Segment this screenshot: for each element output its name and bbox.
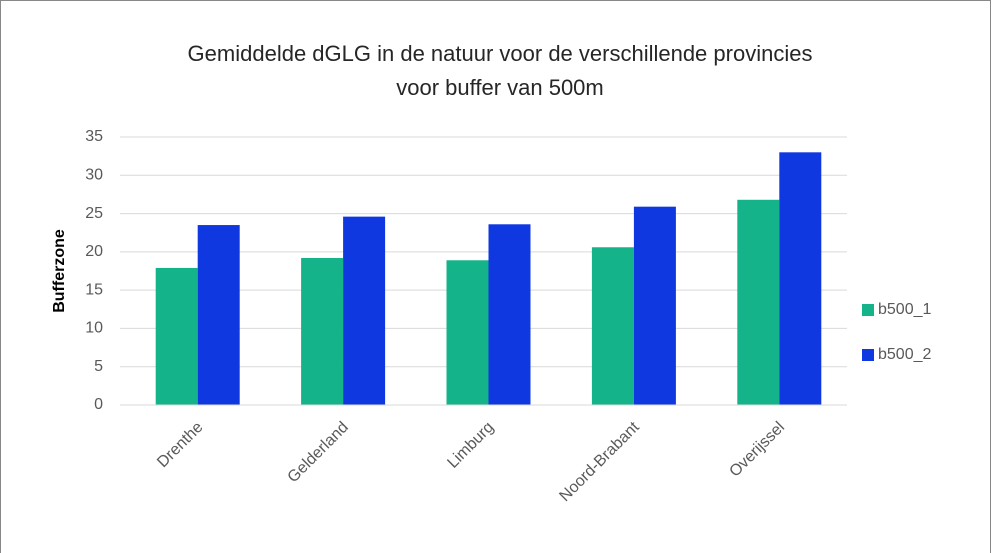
chart-title: Gemiddelde dGLG in de natuur voor de ver… — [188, 41, 813, 66]
y-tick-label: 10 — [85, 320, 103, 337]
legend-swatch — [862, 349, 874, 361]
y-tick-label: 25 — [85, 205, 103, 222]
bar — [779, 152, 822, 405]
y-tick-label: 30 — [85, 167, 103, 184]
bar — [446, 260, 489, 405]
bar — [488, 224, 531, 405]
bar — [737, 199, 780, 405]
y-tick-label: 35 — [85, 128, 103, 145]
y-tick-label: 5 — [94, 358, 103, 375]
bar — [591, 247, 634, 405]
bar — [343, 216, 386, 405]
legend-label: b500_2 — [878, 346, 931, 363]
legend-swatch — [862, 304, 874, 316]
bar — [197, 225, 240, 405]
legend-label: b500_1 — [878, 301, 931, 318]
y-tick-label: 15 — [85, 281, 103, 298]
bar — [155, 267, 198, 405]
y-tick-label: 0 — [94, 396, 103, 413]
bar — [633, 206, 676, 405]
y-axis-label: Bufferzone — [51, 229, 68, 313]
chart-title: voor buffer van 500m — [396, 75, 604, 100]
y-tick-label: 20 — [85, 243, 103, 260]
bar — [301, 257, 344, 405]
